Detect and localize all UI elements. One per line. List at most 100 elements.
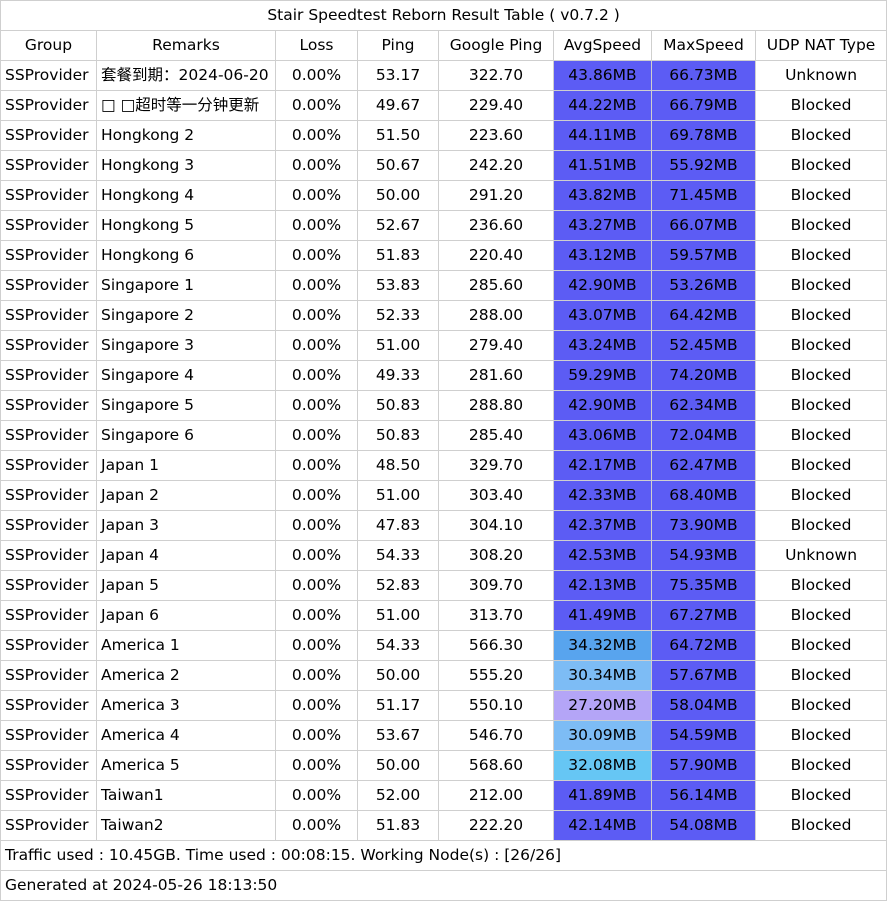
table-row: SSProvider Hongkong 5 0.00% 52.67 236.60 43.2… [0,210,887,241]
table-title: Stair Speedtest Reborn Result Table ( v0… [0,0,887,31]
cell-ping: 48.50 [357,450,439,481]
cell-ping: 52.33 [357,300,439,331]
cell-max-speed: 52.45MB [651,330,756,361]
cell-google-ping: 223.60 [438,120,554,151]
cell-ping: 52.67 [357,210,439,241]
cell-loss: 0.00% [275,810,358,841]
header-group: Group [0,30,97,61]
cell-remarks: Hongkong 3 [96,150,276,181]
table-row: SSProvider Singapore 3 0.00% 51.00 279.40 43.… [0,330,887,361]
cell-remarks: Singapore 4 [96,360,276,391]
cell-remarks: Singapore 1 [96,270,276,301]
cell-ping: 52.00 [357,780,439,811]
cell-google-ping: 303.40 [438,480,554,511]
cell-group: SSProvider [0,750,97,781]
cell-udp-nat-type: Blocked [754,570,887,601]
cell-ping: 51.00 [357,600,439,631]
cell-google-ping: 288.80 [438,390,554,421]
cell-remarks: Singapore 5 [96,390,276,421]
table-row: SSProvider Japan 3 0.00% 47.83 304.10 42.37MB… [0,510,887,541]
cell-avg-speed: 42.90MB [553,390,652,421]
cell-max-speed: 66.79MB [651,90,756,121]
cell-remarks: Hongkong 2 [96,120,276,151]
cell-remarks: Japan 3 [96,510,276,541]
cell-ping: 51.83 [357,240,439,271]
cell-udp-nat-type: Blocked [754,210,887,241]
cell-avg-speed: 30.34MB [553,660,652,691]
cell-max-speed: 67.27MB [651,600,756,631]
cell-group: SSProvider [0,180,97,211]
cell-loss: 0.00% [275,360,358,391]
cell-ping: 52.83 [357,570,439,601]
header-remarks: Remarks [96,30,276,61]
cell-ping: 50.67 [357,150,439,181]
cell-ping: 53.17 [357,60,439,91]
cell-loss: 0.00% [275,330,358,361]
generated-timestamp: Generated at 2024-05-26 18:13:50 [0,870,887,901]
header-udp-nat-type: UDP NAT Type [754,30,887,61]
cell-group: SSProvider [0,600,97,631]
cell-remarks: Taiwan2 [96,810,276,841]
cell-ping: 50.83 [357,420,439,451]
table-row: SSProvider Japan 2 0.00% 51.00 303.40 42.33MB… [0,480,887,511]
cell-loss: 0.00% [275,480,358,511]
cell-group: SSProvider [0,450,97,481]
table-row: SSProvider Singapore 1 0.00% 53.83 285.60 42.… [0,270,887,301]
header-avg-speed: AvgSpeed [553,30,652,61]
cell-ping: 54.33 [357,630,439,661]
header-row: Group Remarks Loss Ping Google Ping AvgS… [0,30,887,61]
cell-remarks: □ □超时等一分钟更新 [96,90,276,121]
cell-udp-nat-type: Blocked [754,90,887,121]
cell-remarks: Hongkong 4 [96,180,276,211]
cell-avg-speed: 42.37MB [553,510,652,541]
cell-group: SSProvider [0,630,97,661]
footer-generated-row: Generated at 2024-05-26 18:13:50 [0,870,887,901]
cell-ping: 50.00 [357,750,439,781]
cell-udp-nat-type: Blocked [754,630,887,661]
cell-max-speed: 74.20MB [651,360,756,391]
cell-group: SSProvider [0,390,97,421]
cell-udp-nat-type: Blocked [754,150,887,181]
cell-avg-speed: 41.51MB [553,150,652,181]
cell-google-ping: 555.20 [438,660,554,691]
cell-google-ping: 279.40 [438,330,554,361]
cell-remarks: America 1 [96,630,276,661]
cell-loss: 0.00% [275,90,358,121]
cell-udp-nat-type: Blocked [754,390,887,421]
cell-remarks: America 2 [96,660,276,691]
table-row: SSProvider Singapore 5 0.00% 50.83 288.80 42.… [0,390,887,421]
cell-avg-speed: 42.13MB [553,570,652,601]
table-row: SSProvider Singapore 6 0.00% 50.83 285.40 43.… [0,420,887,451]
cell-google-ping: 322.70 [438,60,554,91]
cell-udp-nat-type: Blocked [754,750,887,781]
cell-loss: 0.00% [275,750,358,781]
cell-ping: 50.83 [357,390,439,421]
cell-avg-speed: 42.14MB [553,810,652,841]
cell-google-ping: 566.30 [438,630,554,661]
cell-loss: 0.00% [275,690,358,721]
cell-max-speed: 54.93MB [651,540,756,571]
table-row: SSProvider America 4 0.00% 53.67 546.70 30.09… [0,720,887,751]
cell-remarks: 套餐到期：2024-06-20 [96,60,276,91]
cell-max-speed: 57.90MB [651,750,756,781]
cell-loss: 0.00% [275,540,358,571]
cell-udp-nat-type: Unknown [754,540,887,571]
cell-udp-nat-type: Blocked [754,300,887,331]
cell-max-speed: 62.34MB [651,390,756,421]
table-row: SSProvider Japan 5 0.00% 52.83 309.70 42.13MB… [0,570,887,601]
cell-group: SSProvider [0,480,97,511]
table-row: SSProvider America 3 0.00% 51.17 550.10 27.20… [0,690,887,721]
cell-max-speed: 55.92MB [651,150,756,181]
cell-google-ping: 550.10 [438,690,554,721]
cell-remarks: Taiwan1 [96,780,276,811]
table-body: SSProvider 套餐到期：2024-06-20 0.00% 53.17 322.7… [0,60,887,841]
cell-avg-speed: 41.49MB [553,600,652,631]
cell-group: SSProvider [0,510,97,541]
cell-udp-nat-type: Blocked [754,510,887,541]
cell-ping: 47.83 [357,510,439,541]
cell-google-ping: 291.20 [438,180,554,211]
cell-loss: 0.00% [275,630,358,661]
table-row: SSProvider Japan 1 0.00% 48.50 329.70 42.17MB… [0,450,887,481]
cell-max-speed: 57.67MB [651,660,756,691]
cell-loss: 0.00% [275,120,358,151]
